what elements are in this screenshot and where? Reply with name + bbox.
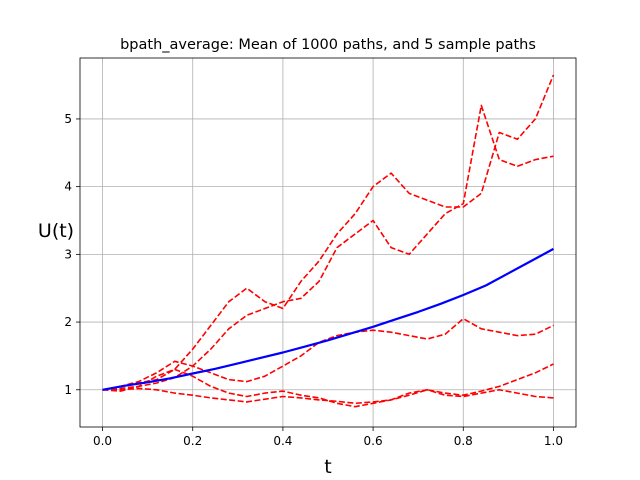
x-tick-label: 0.6 [364, 434, 383, 448]
x-axis-label: t [324, 456, 331, 478]
x-tick-label: 0.0 [93, 434, 112, 448]
y-axis-label: U(t) [38, 220, 74, 242]
ticks: 0.0 0.2 0.4 0.6 0.8 1.0 1 2 3 4 5 [64, 112, 563, 448]
sample-path-line [102, 363, 554, 408]
chart-title: bpath_average: Mean of 1000 paths, and 5… [120, 37, 536, 53]
x-tick-label: 1.0 [544, 434, 563, 448]
mean-path-line [102, 247, 555, 391]
y-tick-label: 2 [64, 315, 72, 329]
y-tick-label: 3 [64, 247, 72, 261]
plot-frame [79, 57, 577, 428]
y-tick-label: 5 [64, 112, 72, 126]
y-tick-label: 4 [64, 180, 72, 194]
sample-path-line [102, 74, 555, 391]
sample-path-line [102, 317, 554, 391]
grid [80, 58, 576, 427]
x-tick-label: 0.2 [183, 434, 202, 448]
x-tick-label: 0.8 [454, 434, 473, 448]
y-tick-label: 1 [64, 383, 72, 397]
x-tick-label: 0.4 [273, 434, 292, 448]
series-group [102, 74, 555, 408]
